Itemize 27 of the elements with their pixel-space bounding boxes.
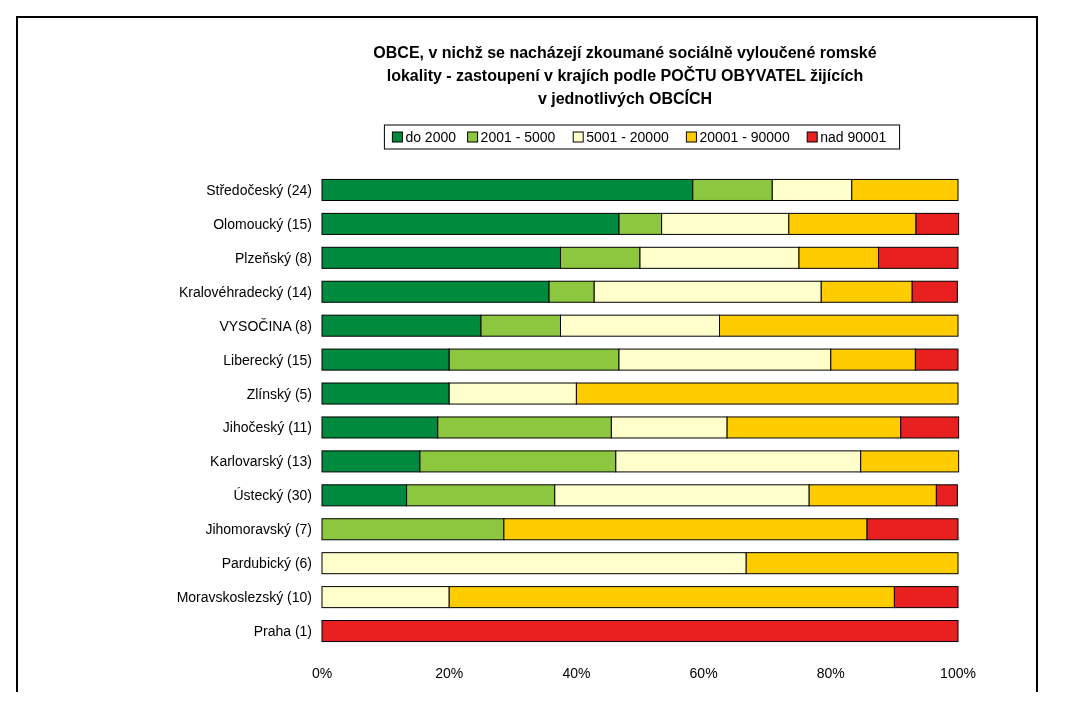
y-tick-label: Jihomoravský (7) bbox=[205, 521, 312, 538]
y-tick-label: Kralovéhradecký (14) bbox=[178, 283, 312, 300]
chart-title: OBCE, v nichž se nacházejí zkoumané sociálně vyloučené romské lokality - zastoupení v krajích podle POČTU OBYVATEL žijících v jednotlivých OBCÍCH bbox=[373, 44, 877, 107]
y-tick-label: Praha (1) bbox=[253, 623, 312, 640]
x-tick-label: 60% bbox=[689, 665, 718, 681]
legend-label: 20001 - 90000 bbox=[699, 129, 790, 145]
x-tick-label: 100% bbox=[940, 665, 976, 681]
y-tick-label: Zlínský (5) bbox=[246, 385, 312, 402]
legend-label: 2001 - 5000 bbox=[480, 129, 556, 145]
y-tick-label: Jihočeský (11) bbox=[222, 419, 312, 436]
legend-label: 5001 - 20000 bbox=[586, 129, 669, 145]
x-tick-label: 80% bbox=[816, 665, 845, 681]
bar bbox=[321, 620, 959, 643]
x-tick-label: 0% bbox=[311, 665, 333, 681]
y-tick-label: Olomoucký (15) bbox=[213, 215, 312, 232]
y-tick-label: Plzeňský (8) bbox=[234, 249, 312, 266]
y-tick-label: VYSOČINA (8) bbox=[219, 317, 312, 334]
y-tick-label: Liberecký (15) bbox=[223, 351, 312, 368]
x-tick-label: 40% bbox=[562, 665, 591, 681]
y-tick-label: Karlovarský (13) bbox=[210, 453, 312, 470]
y-tick-label: Moravskoslezský (10) bbox=[176, 589, 312, 606]
legend-label: do 2000 bbox=[405, 129, 457, 145]
y-tick-label: Středočeský (24) bbox=[206, 181, 312, 198]
x-tick-label: 20% bbox=[435, 665, 464, 681]
y-tick-label: Pardubický (6) bbox=[221, 555, 312, 572]
y-tick-label: Ústecký (30) bbox=[233, 487, 312, 504]
legend-label: nad 90001 bbox=[820, 129, 887, 145]
